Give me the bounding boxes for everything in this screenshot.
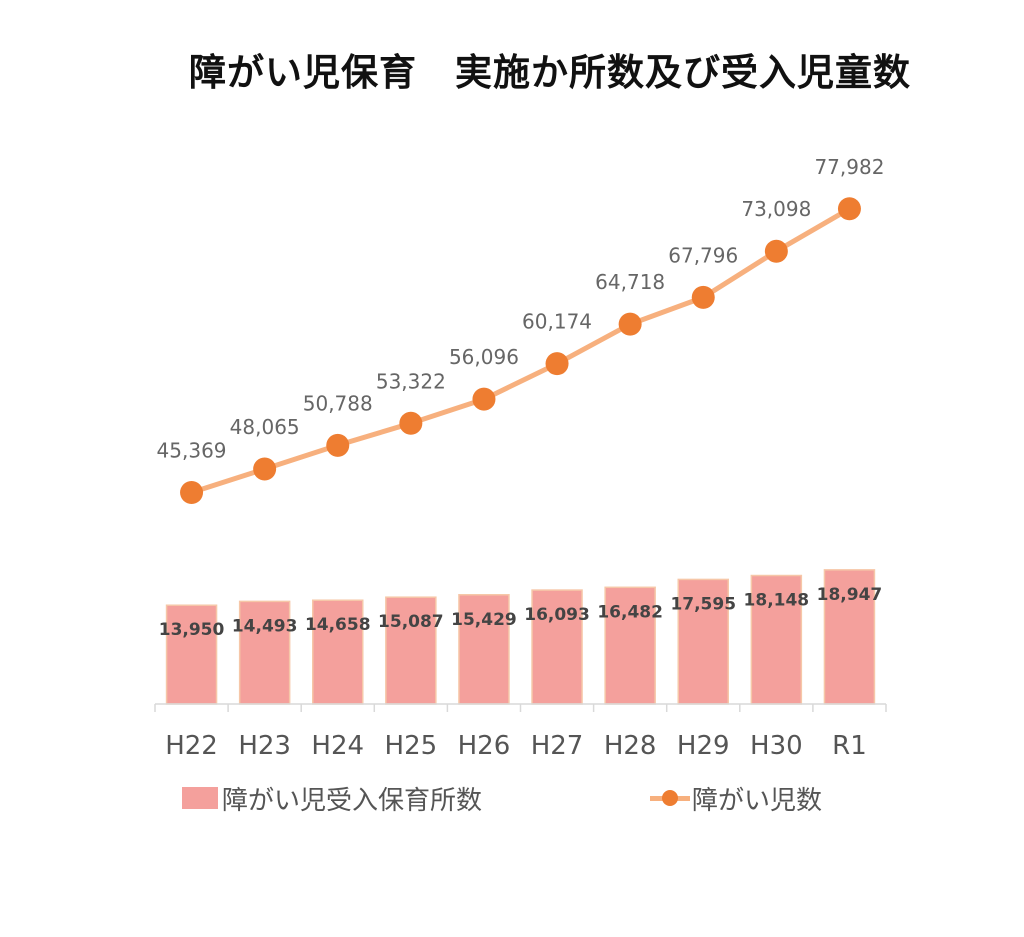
x-tick-label-H26: H26 [458,731,511,761]
line-series-points [180,197,861,504]
bar-series [165,569,876,705]
line-point-H24 [326,433,350,457]
bar-label-H28: 16,482 [597,602,663,622]
line-label-H27: 60,174 [522,310,592,334]
line-point-H26 [472,387,496,411]
x-tick-label-H22: H22 [165,731,218,761]
line-label-H23: 48,065 [230,415,300,439]
bar-H25 [385,596,437,705]
bar-H23 [238,600,291,705]
x-tick-label-H25: H25 [385,731,438,761]
x-tick-label-H24: H24 [311,731,364,761]
bar-label-H26: 15,429 [451,610,517,630]
x-tick-label-H27: H27 [531,731,584,761]
chart-title: 障がい児保育 実施か所数及び受入児童数 [189,51,911,94]
legend-line-swatch [650,787,690,809]
legend-line-label: 障がい児数 [692,785,823,816]
line-point-H27 [545,352,569,376]
bar-R1 [823,569,876,705]
line-label-H28: 64,718 [595,270,665,294]
bar-label-R1: 18,947 [817,585,883,605]
line-point-H25 [399,411,423,435]
x-tick-label-H29: H29 [677,731,730,761]
line-label-R1: 77,982 [814,155,884,179]
legend-bar-label: 障がい児受入保育所数 [222,785,483,816]
bar-label-H30: 18,148 [744,591,810,611]
line-label-H22: 45,369 [157,438,227,462]
line-series-path [189,206,852,495]
bar-data-labels: 13,950 14,493 14,658 15,087 15,429 16,093 16,4… [159,585,883,640]
bar-H27 [531,589,583,705]
line-data-labels: 45,36948,06550,78853,32256,09660,17464,7… [157,155,885,463]
bar-label-H22: 13,950 [159,620,225,640]
x-tick-label-H30: H30 [750,731,803,761]
line-label-H25: 53,322 [376,369,446,393]
line-label-H29: 67,796 [668,243,738,267]
line-point-H22 [180,480,204,504]
bar-label-H23: 14,493 [232,616,298,636]
line-point-H30 [764,239,788,263]
bar-H29 [677,578,729,705]
bar-label-H25: 15,087 [378,612,444,632]
line-label-H26: 56,096 [449,345,519,369]
x-axis-labels: H22 H23 H24 H25 H26 H27 H28 H29 H30 R1 [165,731,867,761]
line-point-H28 [618,312,642,336]
line-point-H23 [253,457,277,481]
line-point-R1 [837,197,861,221]
legend-item-bar-series: 障がい児受入保育所数 [182,778,482,818]
x-axis-ticks [154,704,887,712]
bar-label-H29: 17,595 [670,594,736,614]
bar-label-H27: 16,093 [524,605,590,625]
x-tick-label-H28: H28 [604,731,657,761]
line-label-H24: 50,788 [303,391,373,415]
legend-bar-swatch [182,787,218,809]
bar-H28 [604,586,656,705]
x-tick-label-H23: H23 [238,731,291,761]
bar-label-H24: 14,658 [305,615,371,635]
x-tick-label-R1: R1 [832,731,867,761]
bar-H24 [312,599,364,705]
line-label-H30: 73,098 [741,197,811,221]
legend-item-line-series: 障がい児数 [650,778,822,818]
bar-H26 [458,594,510,705]
line-point-H29 [691,285,715,309]
